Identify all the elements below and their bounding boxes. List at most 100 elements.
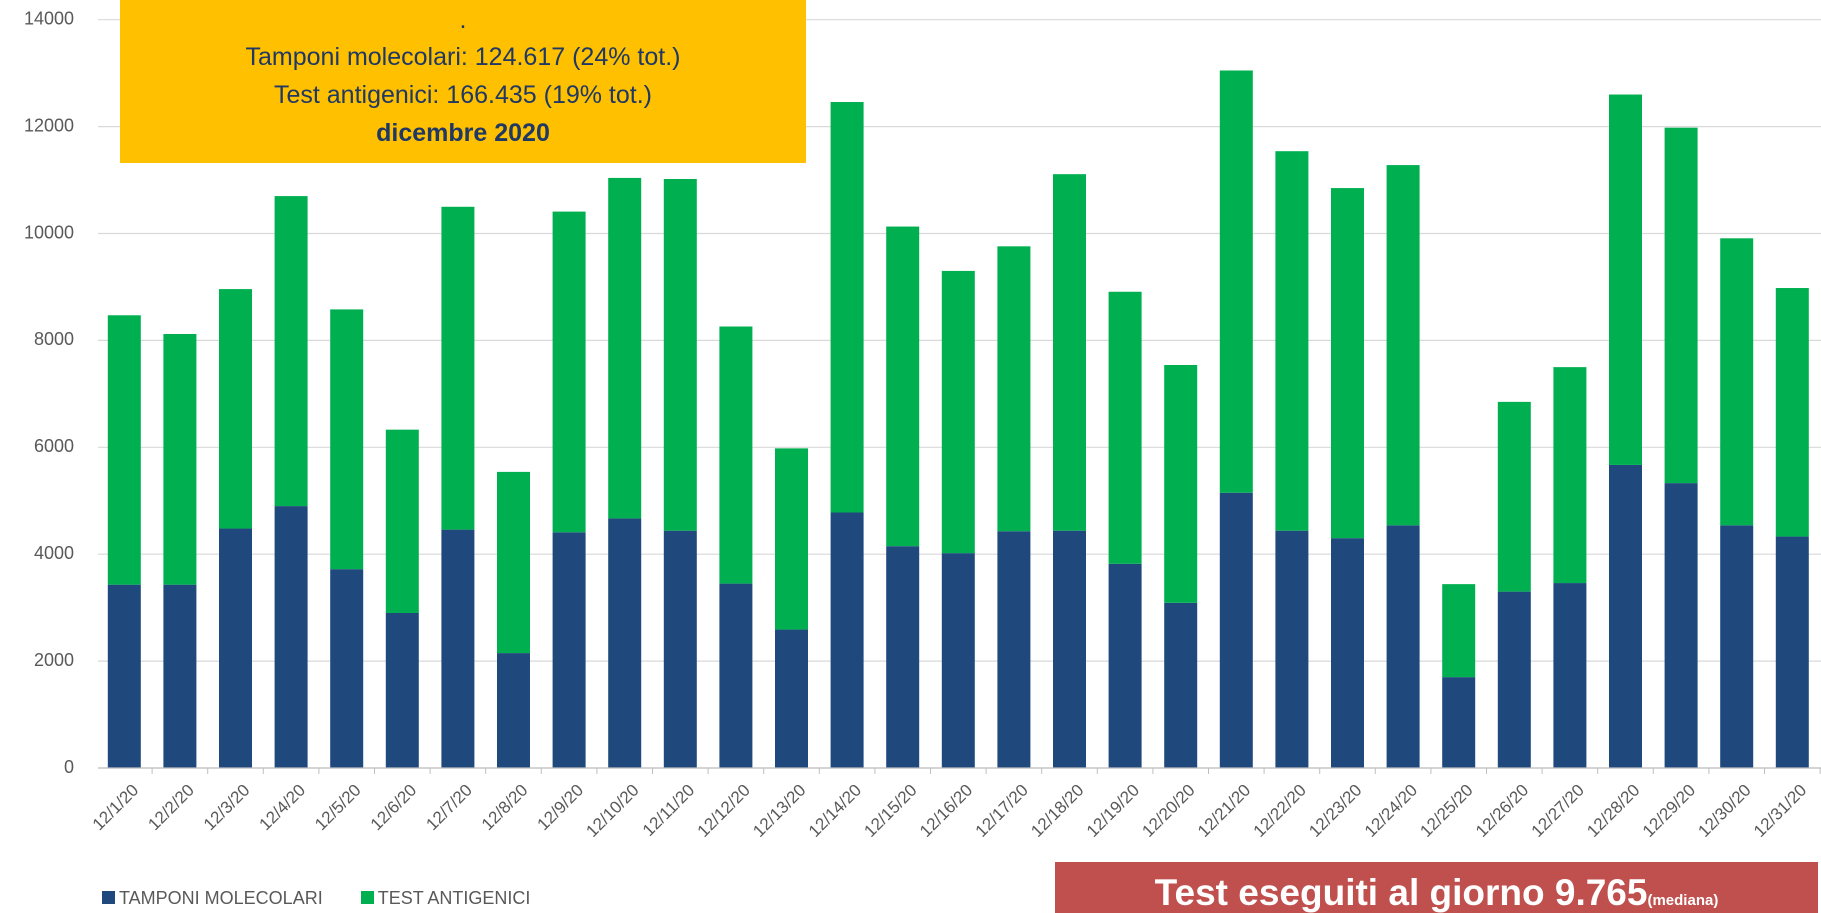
y-tick-label: 12000 <box>24 115 74 135</box>
x-tick-label: 12/31/20 <box>1750 781 1810 841</box>
x-tick-label: 12/28/20 <box>1583 781 1643 841</box>
y-tick-label: 14000 <box>24 8 74 28</box>
x-tick-label: 12/24/20 <box>1361 781 1421 841</box>
y-tick-label: 2000 <box>34 650 74 670</box>
bar-segment <box>1775 288 1809 537</box>
x-tick-label: 12/6/20 <box>367 781 421 835</box>
x-tick-label: 12/16/20 <box>916 781 976 841</box>
x-tick-label: 12/5/20 <box>311 781 365 835</box>
bar-segment <box>608 518 642 768</box>
bar-segment <box>1609 94 1642 465</box>
bar-segment <box>1386 165 1420 526</box>
bar-segment <box>1275 151 1309 531</box>
bar-segment <box>663 178 697 531</box>
bar-segment <box>997 246 1031 532</box>
legend-swatch <box>102 891 115 904</box>
legend-label: TEST ANTIGENICI <box>377 888 531 908</box>
bar-segment <box>1664 483 1698 768</box>
bar-segment <box>663 530 697 768</box>
bar-segment <box>1720 238 1754 526</box>
bar-segment <box>886 226 920 547</box>
legend-item: TEST ANTIGENICI <box>360 888 531 909</box>
bar-segment <box>1164 602 1198 768</box>
x-tick-label: 12/23/20 <box>1305 781 1365 841</box>
x-tick-label: 12/18/20 <box>1027 781 1087 841</box>
bar-segment <box>886 546 920 768</box>
bar-segment <box>552 211 586 533</box>
bar-segment <box>1331 538 1364 768</box>
bar-segment <box>1219 492 1253 768</box>
x-tick-label: 12/12/20 <box>694 781 754 841</box>
x-tick-label: 12/13/20 <box>749 781 809 841</box>
legend-label: TAMPONI MOLECOLARI <box>119 888 323 908</box>
bar-segment <box>385 612 419 768</box>
annotation-line: Tamponi molecolari: 124.617 (24% tot.) <box>245 43 681 71</box>
annotation-box: . Tamponi molecolari: 124.617 (24% tot.)… <box>120 0 806 163</box>
legend-swatch <box>360 891 374 904</box>
x-tick-label: 12/3/20 <box>200 781 254 835</box>
bar-segment <box>719 326 753 584</box>
bar-segment <box>1442 584 1476 678</box>
bar-segment <box>1497 401 1531 592</box>
bar-segment <box>1053 530 1086 768</box>
bar-segment <box>1219 70 1253 493</box>
x-tick-label: 12/2/20 <box>144 781 198 835</box>
bar-segment <box>330 309 364 570</box>
bar-segment <box>107 584 141 768</box>
bar-segment <box>1775 536 1809 768</box>
y-tick-label: 10000 <box>24 222 74 242</box>
x-tick-label: 12/8/20 <box>478 781 532 835</box>
x-tick-label: 12/25/20 <box>1416 781 1476 841</box>
bar-segment <box>941 553 975 768</box>
bar-segment <box>274 196 308 507</box>
bar-segment <box>1108 563 1142 768</box>
bar-segment <box>830 512 864 768</box>
y-tick-label: 8000 <box>34 329 74 349</box>
y-tick-label: 6000 <box>34 436 74 456</box>
bar-segment <box>1331 188 1364 539</box>
y-tick-label: 4000 <box>34 543 74 563</box>
x-tick-label: 12/7/20 <box>422 781 476 835</box>
bar-segment <box>330 569 364 768</box>
bar-segment <box>1053 174 1086 531</box>
bar-segment <box>1553 583 1587 768</box>
x-tick-label: 12/19/20 <box>1083 781 1143 841</box>
bar-segment <box>552 532 586 768</box>
bar-segment <box>1720 525 1754 768</box>
bar-segment <box>163 333 197 585</box>
bar-segment <box>219 528 252 768</box>
bar-segment <box>1609 464 1642 768</box>
legend: TAMPONI MOLECOLARI TEST ANTIGENICI <box>102 888 530 909</box>
bar-segment <box>608 177 642 519</box>
bar-segment <box>830 102 864 513</box>
bar-segment <box>497 471 530 654</box>
bar-segment <box>1386 525 1420 768</box>
bar-segment <box>1442 677 1476 768</box>
bar-segment <box>1164 364 1198 603</box>
x-tick-label: 12/11/20 <box>639 781 698 840</box>
legend-item: TAMPONI MOLECOLARI <box>102 888 323 909</box>
bar-segment <box>107 315 141 585</box>
x-tick-label: 12/15/20 <box>860 781 920 841</box>
bar-segment <box>274 506 308 768</box>
x-tick-label: 12/17/20 <box>972 781 1032 841</box>
bar-segment <box>441 206 475 530</box>
x-tick-label: 12/30/20 <box>1694 781 1754 841</box>
y-tick-label: 0 <box>64 757 74 777</box>
bar-segment <box>1553 367 1587 584</box>
summary-box: Test eseguiti al giorno 9.765(mediana) <box>1055 862 1818 913</box>
bar-segment <box>1497 591 1531 768</box>
x-tick-label: 12/26/20 <box>1472 781 1532 841</box>
bar-segment <box>441 529 475 768</box>
bar-segment <box>1275 530 1309 768</box>
bar-segment <box>1664 127 1698 484</box>
annotation-dot: . <box>459 6 467 34</box>
bar-segment <box>497 653 530 768</box>
x-tick-label: 12/10/20 <box>582 781 642 841</box>
summary-note: (mediana) <box>1647 892 1719 909</box>
bar-segment <box>1108 291 1142 564</box>
bar-segment <box>719 583 753 768</box>
x-tick-label: 12/4/20 <box>256 781 310 835</box>
